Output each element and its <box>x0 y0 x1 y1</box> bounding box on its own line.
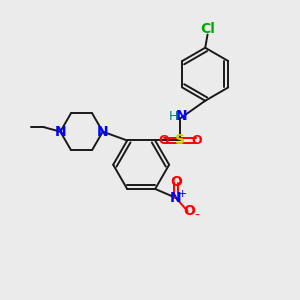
Text: S: S <box>175 134 185 148</box>
Text: O: O <box>170 175 182 189</box>
Text: O: O <box>183 204 195 218</box>
Text: +: + <box>178 189 187 199</box>
Text: N: N <box>97 125 109 139</box>
Text: N: N <box>170 191 182 205</box>
Text: N: N <box>176 109 188 123</box>
Text: O: O <box>191 134 202 147</box>
Text: O: O <box>159 134 169 147</box>
Text: N: N <box>55 125 66 139</box>
Text: -: - <box>194 208 199 222</box>
Text: H: H <box>169 110 178 123</box>
Text: Cl: Cl <box>200 22 215 36</box>
